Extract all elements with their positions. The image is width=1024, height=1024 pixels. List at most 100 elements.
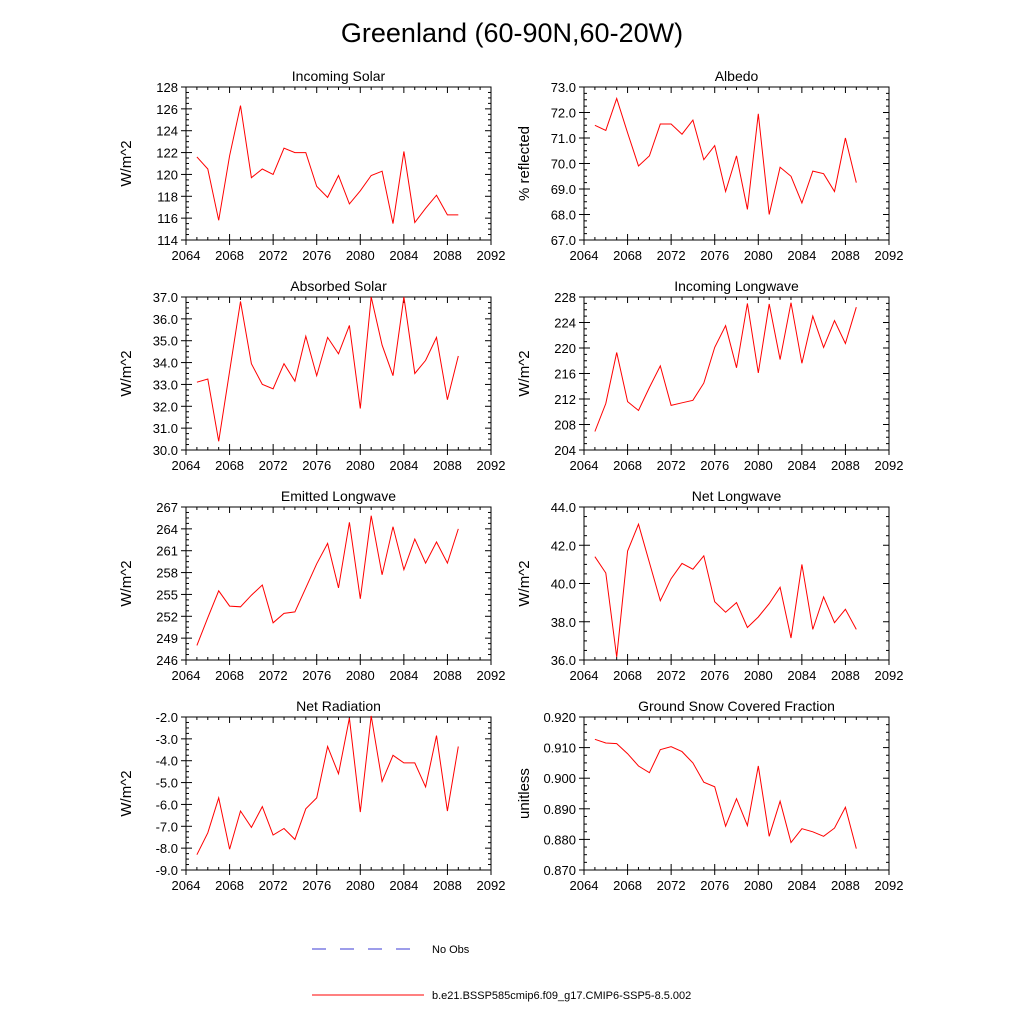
y-tick-label: 37.0 [153,290,178,305]
x-tick-label: 2068 [613,878,642,893]
y-tick-label: 267 [156,500,178,515]
y-tick-label: 0.880 [543,832,576,847]
y-tick-label: 0.890 [543,802,576,817]
plot-frame [583,716,890,871]
y-tick-label: 264 [156,522,178,537]
y-tick-label: 35.0 [153,334,178,349]
series-line [594,738,857,849]
y-axis-label: W/m^2 [118,140,135,186]
x-tick-label: 2084 [787,668,816,683]
panel-title: Net Longwave [692,488,782,504]
y-tick-label: 124 [156,124,178,139]
x-tick-label: 2076 [302,248,331,263]
x-tick-label: 2080 [744,458,773,473]
x-tick-label: 2076 [700,878,729,893]
y-tick-label: 120 [156,167,178,182]
y-tick-label: 208 [554,418,576,433]
x-tick-label: 2076 [700,248,729,263]
x-tick-label: 2092 [477,668,506,683]
y-tick-label: -4.0 [156,754,178,769]
series-line [594,302,857,432]
plot-frame [185,296,492,451]
x-tick-label: 2072 [259,248,288,263]
x-tick-label: 2084 [389,458,418,473]
y-tick-label: 71.0 [551,131,576,146]
x-tick-label: 2064 [570,248,599,263]
y-tick-label: 261 [156,544,178,559]
y-tick-label: -8.0 [156,841,178,856]
y-tick-label: 40.0 [551,577,576,592]
x-tick-label: 2076 [302,668,331,683]
y-tick-label: -9.0 [156,863,178,878]
y-tick-label: 122 [156,146,178,161]
x-tick-label: 2084 [787,458,816,473]
x-tick-label: 2084 [787,248,816,263]
y-tick-label: 114 [157,233,178,248]
series-line [196,296,459,442]
plot-frame [185,506,492,661]
x-tick-label: 2084 [787,878,816,893]
y-tick-label: 42.0 [551,538,576,553]
x-tick-label: 2076 [700,458,729,473]
panel-7: Ground Snow Covered Fraction unitless 2064… [516,698,903,893]
y-tick-label: 0.920 [543,710,576,725]
x-tick-label: 2076 [700,668,729,683]
x-tick-label: 2064 [172,458,201,473]
x-tick-label: 2072 [259,878,288,893]
y-tick-label: 204 [554,443,576,458]
x-tick-label: 2068 [215,878,244,893]
y-tick-label: 44.0 [551,500,576,515]
y-tick-label: 0.870 [543,863,576,878]
panel-3: Incoming Longwave W/m^2 2064 2068 2072 2076 20… [516,278,903,473]
panel-title: Absorbed Solar [290,278,387,294]
y-axis-label: W/m^2 [118,350,135,396]
y-tick-label: -7.0 [156,819,178,834]
x-tick-label: 2064 [570,668,599,683]
y-axis-label: W/m^2 [118,560,135,606]
panel-5: Net Longwave W/m^2 2064 2068 2072 2076 2080 208… [516,488,903,683]
x-tick-label: 2088 [831,878,860,893]
x-tick-label: 2064 [172,878,201,893]
x-tick-label: 2068 [613,668,642,683]
y-tick-label: 116 [157,211,178,226]
x-tick-label: 2064 [172,668,201,683]
y-tick-label: 126 [156,102,178,117]
figure-title: Greenland (60-90N,60-20W) [341,18,683,48]
x-tick-label: 2080 [744,248,773,263]
y-tick-label: 31.0 [153,421,178,436]
y-tick-label: 0.910 [543,741,576,756]
series-line [196,515,459,646]
x-tick-label: 2072 [259,668,288,683]
y-tick-label: -3.0 [156,732,178,747]
y-tick-label: 34.0 [153,356,178,371]
legend: No Obs b.e21.BSSP585cmip6.f09_g17.CMIP6-… [312,944,691,1002]
series-line [594,96,857,215]
x-tick-label: 2092 [477,248,506,263]
y-tick-label: 68.0 [551,208,576,223]
x-tick-label: 2072 [657,668,686,683]
panel-title: Incoming Solar [292,68,386,84]
y-tick-label: 216 [554,367,576,382]
x-tick-label: 2072 [657,458,686,473]
legend-model-label: b.e21.BSSP585cmip6.f09_g17.CMIP6-SSP5-8.… [432,990,691,1002]
y-tick-label: 228 [554,290,576,305]
x-tick-label: 2084 [389,248,418,263]
x-tick-label: 2088 [433,458,462,473]
x-tick-label: 2072 [259,458,288,473]
plot-frame [583,86,890,241]
x-tick-label: 2092 [477,458,506,473]
x-tick-label: 2064 [570,458,599,473]
series-line [594,522,857,658]
y-tick-label: 246 [156,653,178,668]
y-tick-label: 252 [156,609,178,624]
y-tick-label: -5.0 [156,776,178,791]
y-tick-label: 73.0 [551,80,576,95]
x-tick-label: 2068 [215,458,244,473]
y-tick-label: 258 [156,566,178,581]
y-tick-label: 212 [554,392,576,407]
plot-frame [583,296,890,451]
panel-1: Albedo % reflected 2064 2068 2072 2076 2080 208… [516,68,903,263]
x-tick-label: 2080 [744,668,773,683]
x-tick-label: 2092 [477,878,506,893]
